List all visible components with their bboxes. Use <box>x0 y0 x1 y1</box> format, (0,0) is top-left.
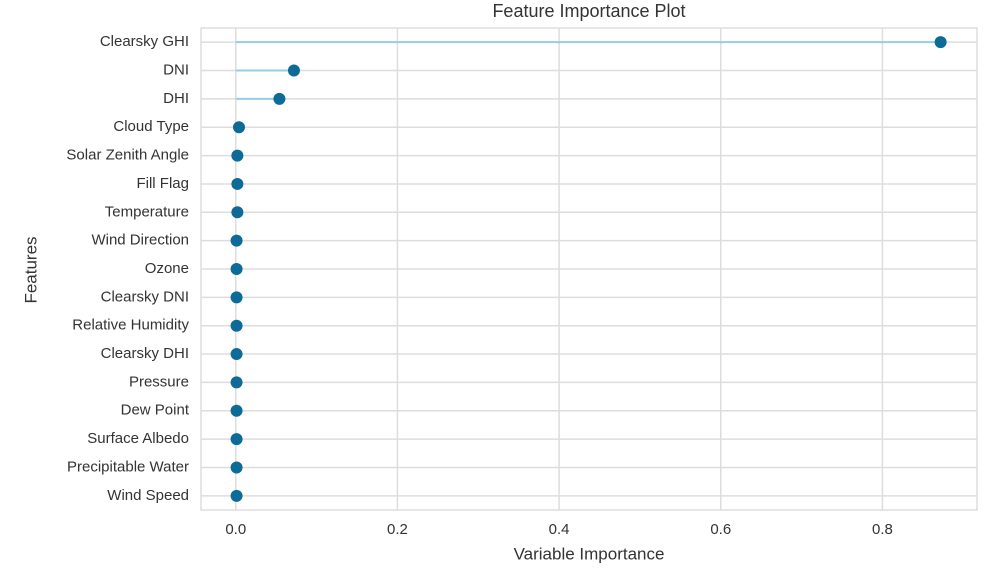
y-tick-label: Clearsky GHI <box>100 33 189 50</box>
dot <box>230 263 243 275</box>
y-tick-label: Solar Zenith Angle <box>66 147 189 164</box>
dot <box>230 461 243 474</box>
y-tick-label: Surface Albedo <box>87 430 189 447</box>
y-tick-label: Ozone <box>145 260 189 277</box>
dot <box>273 92 286 105</box>
y-tick-label: DHI <box>163 90 189 107</box>
dot <box>230 433 243 446</box>
y-tick-label: Clearsky DHI <box>101 345 189 362</box>
dot <box>230 348 243 361</box>
dot <box>231 149 244 162</box>
y-tick-label: DNI <box>163 61 189 78</box>
y-tick-label: Temperature <box>105 203 189 220</box>
dot <box>230 234 243 247</box>
y-axis-label: Features <box>21 236 40 303</box>
dot <box>230 319 243 332</box>
x-tick-label: 0.2 <box>387 521 408 538</box>
x-tick-label: 0.0 <box>225 521 246 538</box>
dot <box>230 489 243 502</box>
y-tick-label: Clearsky DNI <box>101 288 189 305</box>
y-tick-label: Pressure <box>129 373 189 390</box>
y-tick-label: Precipitable Water <box>67 458 189 475</box>
dot <box>287 64 300 77</box>
y-tick-label: Wind Direction <box>91 232 189 249</box>
y-tick-label: Dew Point <box>121 402 190 419</box>
x-tick-label: 0.6 <box>710 521 731 538</box>
dot <box>232 121 245 134</box>
dot <box>231 177 244 190</box>
y-tick-label: Cloud Type <box>113 118 189 135</box>
y-tick-label: Wind Speed <box>107 487 189 504</box>
dot <box>934 36 947 49</box>
dot <box>230 376 243 389</box>
dot <box>230 291 243 304</box>
dot <box>231 206 244 219</box>
x-tick-label: 0.4 <box>549 521 570 538</box>
x-tick-label: 0.8 <box>872 521 893 538</box>
chart-title: Feature Importance Plot <box>492 1 685 21</box>
y-tick-label: Relative Humidity <box>72 317 189 334</box>
y-tick-label: Fill Flag <box>136 175 189 192</box>
x-axis-label: Variable Importance <box>514 544 665 563</box>
dot <box>230 404 243 417</box>
